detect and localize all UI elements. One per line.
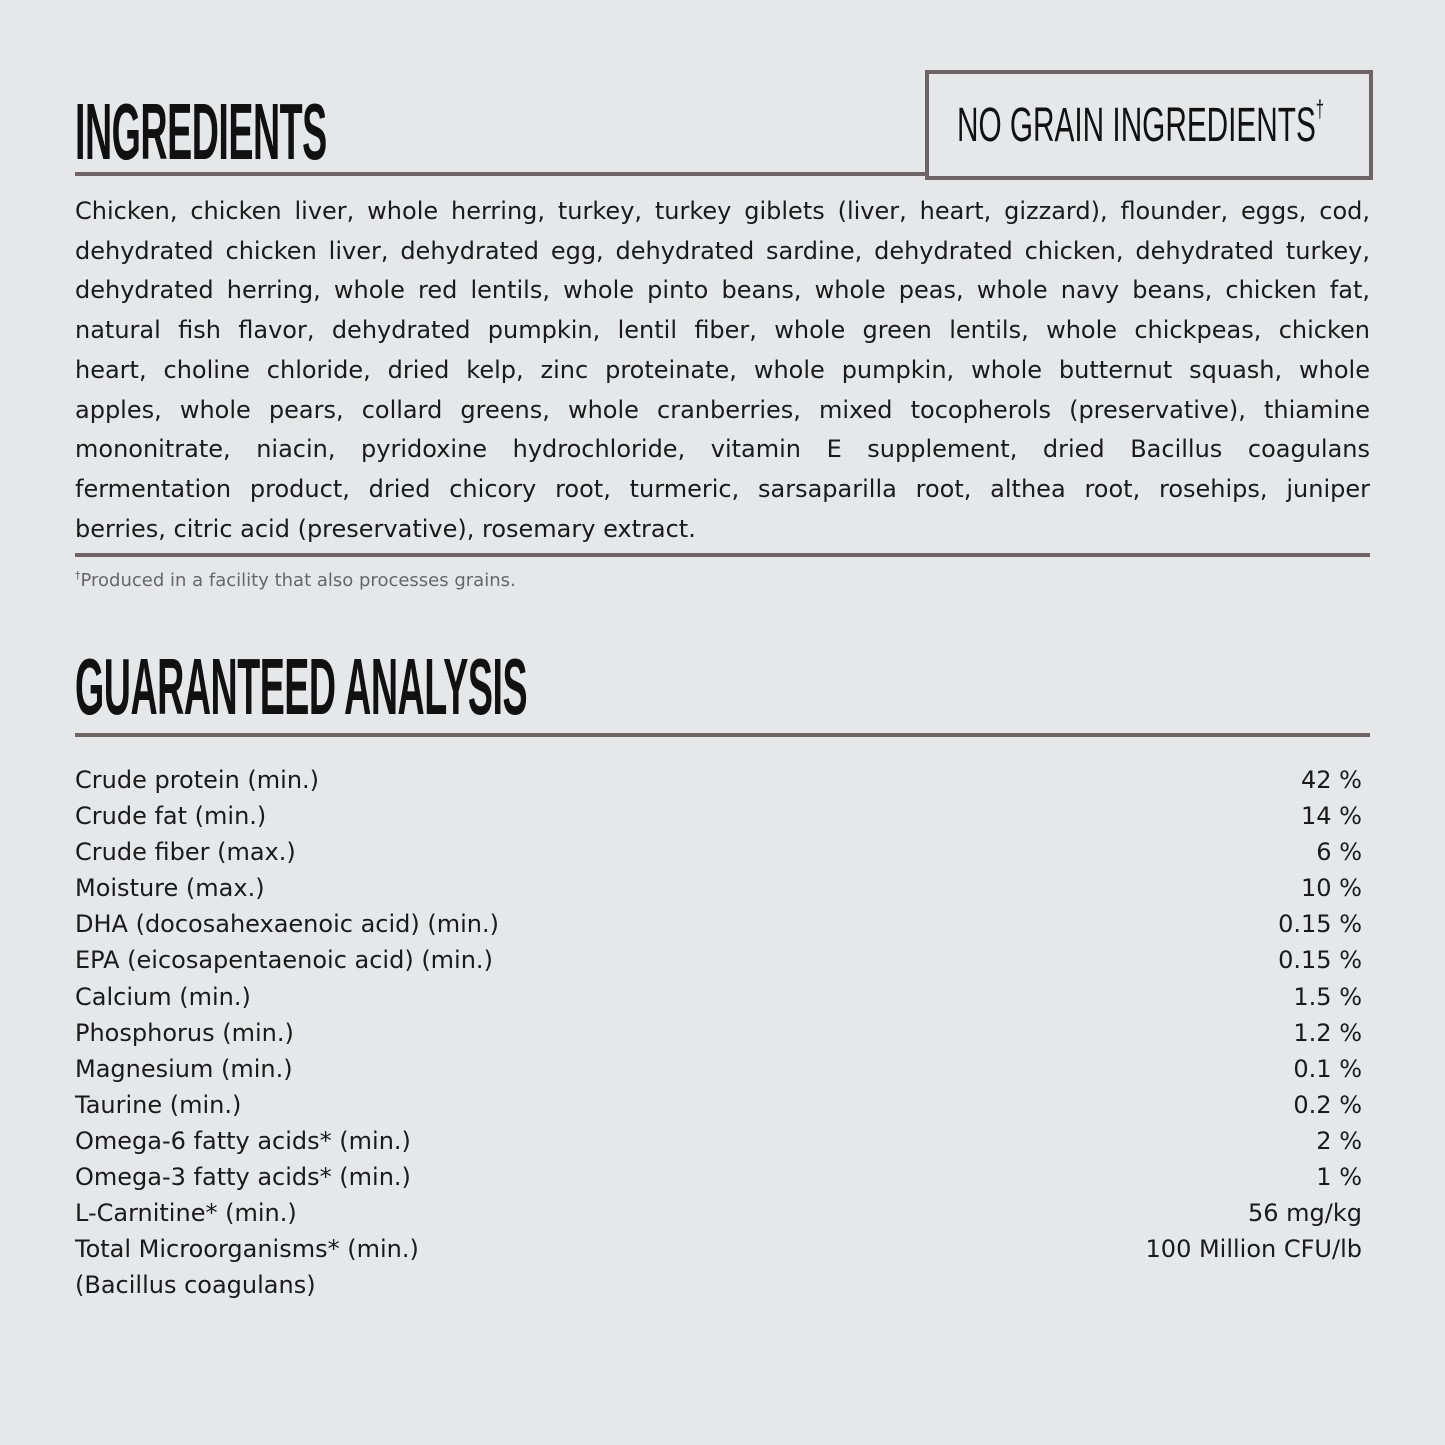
nutrient-label: Crude fat (min.) bbox=[75, 802, 267, 831]
nutrient-label: Moisture (max.) bbox=[75, 874, 265, 903]
nutrient-value: 1.5 % bbox=[1293, 982, 1362, 1011]
nutrient-value: 6 % bbox=[1316, 838, 1362, 867]
analysis-row: (Bacillus coagulans) bbox=[75, 1267, 1362, 1303]
analysis-row: Calcium (min.) 1.5 % bbox=[75, 979, 1362, 1015]
ingredients-line: heart, choline chloride, dried kelp, zin… bbox=[75, 355, 1370, 384]
analysis-table: Crude protein (min.) 42 % Crude fat (min.)… bbox=[75, 762, 1362, 1303]
ingredients-line: fermentation product, dried chicory root… bbox=[75, 474, 1370, 503]
ingredients-list: Chicken, chicken liver, whole herring, t… bbox=[75, 192, 1370, 549]
nutrient-value: 10 % bbox=[1301, 874, 1362, 903]
ingredients-title-rule bbox=[75, 172, 925, 176]
analysis-row: EPA (eicosapentaenoic acid) (min.) 0.15 % bbox=[75, 942, 1362, 978]
nutrient-value: 14 % bbox=[1301, 802, 1362, 831]
nutrient-label: DHA (docosahexaenoic acid) (min.) bbox=[75, 910, 499, 939]
ingredients-line: apples, whole pears, collard greens, who… bbox=[75, 395, 1370, 424]
nutrient-value: 1 % bbox=[1316, 1163, 1362, 1192]
analysis-row: L-Carnitine* (min.) 56 mg/kg bbox=[75, 1195, 1362, 1231]
analysis-row: Total Microorganisms* (min.) 100 Million … bbox=[75, 1231, 1362, 1267]
analysis-row: Crude fiber (max.) 6 % bbox=[75, 834, 1362, 870]
ingredients-line: dehydrated chicken liver, dehydrated egg… bbox=[75, 236, 1370, 265]
nutrient-value: 0.2 % bbox=[1293, 1090, 1362, 1119]
nutrient-value: 56 mg/kg bbox=[1248, 1199, 1362, 1228]
ingredients-line: natural fish flavor, dehydrated pumpkin,… bbox=[75, 316, 1370, 345]
nutrient-value: 2 % bbox=[1316, 1126, 1362, 1155]
analysis-title-rule bbox=[75, 733, 1370, 737]
nutrient-label: (Bacillus coagulans) bbox=[75, 1271, 316, 1300]
nutrient-label: L-Carnitine* (min.) bbox=[75, 1199, 297, 1228]
grain-footnote: †Produced in a facility that also proces… bbox=[75, 569, 516, 591]
nutrient-label: Total Microorganisms* (min.) bbox=[75, 1235, 419, 1264]
analysis-row: Crude protein (min.) 42 % bbox=[75, 762, 1362, 798]
footnote-text: Produced in a facility that also process… bbox=[80, 570, 516, 591]
ingredients-line: dehydrated herring, whole red lentils, w… bbox=[75, 276, 1370, 305]
guaranteed-analysis-title: GUARANTEED ANALYSIS bbox=[75, 642, 528, 731]
analysis-row: Magnesium (min.) 0.1 % bbox=[75, 1051, 1362, 1087]
nutrient-value: 42 % bbox=[1301, 766, 1362, 794]
analysis-row: Omega-3 fatty acids* (min.) 1 % bbox=[75, 1159, 1362, 1195]
nutrient-value: 0.15 % bbox=[1278, 910, 1362, 939]
ingredients-title: INGREDIENTS bbox=[75, 87, 327, 176]
analysis-row: Omega-6 fatty acids* (min.) 2 % bbox=[75, 1123, 1362, 1159]
ingredients-line: berries, citric acid (preservative), ros… bbox=[75, 514, 696, 543]
dagger-mark: † bbox=[75, 569, 81, 582]
nutrient-value: 0.1 % bbox=[1293, 1054, 1362, 1083]
analysis-row: Phosphorus (min.) 1.2 % bbox=[75, 1015, 1362, 1051]
ingredients-line: mononitrate, niacin, pyridoxine hydrochl… bbox=[75, 435, 1370, 464]
nutrient-label: Calcium (min.) bbox=[75, 982, 251, 1011]
nutrient-value: 1.2 % bbox=[1293, 1018, 1362, 1047]
nutrient-value: 100 Million CFU/lb bbox=[1145, 1235, 1362, 1264]
analysis-row: Crude fat (min.) 14 % bbox=[75, 798, 1362, 834]
analysis-row: Taurine (min.) 0.2 % bbox=[75, 1087, 1362, 1123]
nutrient-label: Crude fiber (max.) bbox=[75, 838, 296, 867]
analysis-row: DHA (docosahexaenoic acid) (min.) 0.15 % bbox=[75, 906, 1362, 942]
nutrient-label: Phosphorus (min.) bbox=[75, 1018, 294, 1047]
nutrient-label: Taurine (min.) bbox=[75, 1090, 242, 1119]
nutrient-label: Magnesium (min.) bbox=[75, 1054, 293, 1083]
ingredients-line: Chicken, chicken liver, whole herring, t… bbox=[75, 197, 1370, 225]
nutrient-label: Crude protein (min.) bbox=[75, 766, 320, 794]
nutrient-label: Omega-6 fatty acids* (min.) bbox=[75, 1126, 411, 1155]
nutrient-value: 0.15 % bbox=[1278, 946, 1362, 975]
ingredients-bottom-rule bbox=[75, 553, 1370, 557]
nutrient-label: EPA (eicosapentaenoic acid) (min.) bbox=[75, 946, 493, 975]
analysis-row: Moisture (max.) 10 % bbox=[75, 870, 1362, 906]
no-grain-badge-text: NO GRAIN INGREDIENTS bbox=[957, 99, 1316, 152]
nutrient-label: Omega-3 fatty acids* (min.) bbox=[75, 1163, 411, 1192]
no-grain-badge: NO GRAIN INGREDIENTS† bbox=[925, 70, 1373, 180]
dagger-mark: † bbox=[1315, 96, 1325, 123]
